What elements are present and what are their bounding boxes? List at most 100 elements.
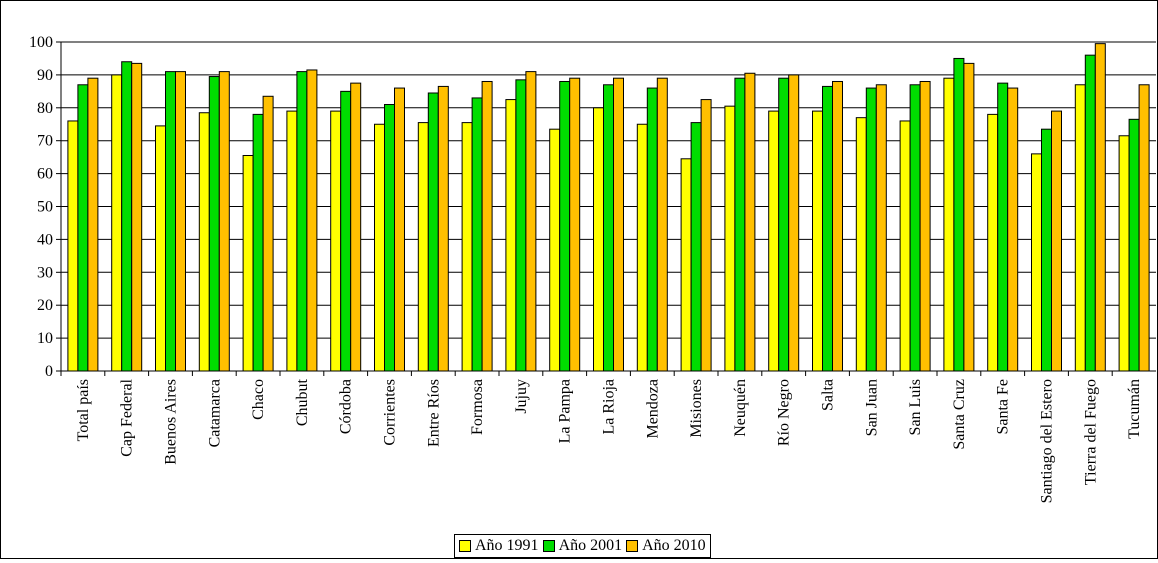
bar	[384, 104, 395, 372]
bar	[1007, 87, 1019, 372]
bar	[471, 97, 483, 372]
bar	[899, 120, 911, 372]
x-tick-label: Tucumán	[1126, 379, 1143, 439]
bar	[1128, 118, 1140, 372]
bar	[656, 77, 668, 372]
x-tick-label: Santiago del Estero	[1039, 379, 1056, 503]
x-tick-label: Córdoba	[338, 379, 355, 434]
legend-swatch	[542, 540, 555, 552]
bar	[252, 113, 264, 372]
bar	[690, 122, 702, 372]
bar	[77, 84, 89, 372]
bar	[865, 87, 877, 372]
y-tick-label: 30	[37, 264, 53, 281]
bar	[744, 72, 756, 372]
bar	[636, 123, 648, 372]
bar	[778, 77, 790, 372]
bar	[165, 71, 176, 372]
bar	[1084, 54, 1096, 372]
bar	[131, 62, 143, 372]
y-tick-label: 20	[37, 297, 53, 314]
bar	[1051, 110, 1062, 372]
bar	[569, 77, 581, 372]
x-tick-label: Chubut	[294, 378, 311, 426]
x-tick-label: Mendoza	[644, 379, 661, 439]
bar	[350, 82, 362, 372]
legend: Año 1991 Año 2001 Año 2010	[454, 534, 711, 558]
bar	[855, 117, 867, 372]
bar	[218, 71, 230, 372]
bar	[943, 77, 955, 372]
legend-swatch	[626, 540, 639, 552]
bar	[1041, 128, 1052, 372]
axes	[56, 41, 1156, 376]
bar	[953, 57, 965, 372]
bar	[1138, 84, 1150, 372]
bar	[613, 77, 624, 372]
x-tick-label: San Juan	[863, 379, 880, 436]
x-tick-label: Chaco	[250, 379, 267, 420]
bar	[593, 107, 604, 372]
bar	[87, 77, 99, 372]
bar	[963, 62, 975, 372]
bar	[427, 92, 439, 372]
y-tick-label: 80	[37, 100, 53, 117]
bar	[812, 110, 823, 372]
y-tick-label: 0	[45, 363, 53, 380]
bar	[330, 110, 342, 372]
y-tick-label: 10	[37, 330, 53, 347]
bar	[1074, 84, 1086, 372]
bar	[286, 110, 298, 372]
bar	[461, 122, 473, 372]
x-tick-label: Tierra del Fuego	[1082, 379, 1099, 485]
bar	[437, 85, 449, 372]
bar	[875, 84, 887, 372]
bar	[525, 71, 537, 372]
bar	[822, 85, 833, 372]
legend-label: Año 1991	[475, 537, 539, 554]
bar	[175, 71, 186, 372]
legend-item: Año 2010	[626, 537, 706, 555]
bar	[1118, 135, 1130, 372]
bar	[549, 128, 561, 372]
bar	[242, 155, 254, 372]
bar	[417, 122, 429, 372]
y-tick-label: 70	[37, 133, 53, 150]
legend-swatch	[459, 540, 471, 552]
bar	[111, 74, 123, 372]
bar	[603, 84, 614, 372]
bar	[394, 87, 405, 372]
y-tick-label: 100	[29, 34, 53, 51]
bar	[768, 110, 780, 372]
bar	[67, 120, 79, 372]
bar	[559, 80, 571, 372]
bar	[121, 61, 133, 372]
x-tick-label: Buenos Aires	[163, 379, 180, 465]
bar	[832, 80, 843, 372]
x-tick-label: Salta	[820, 379, 837, 411]
bar	[1031, 153, 1042, 372]
y-tick-label: 50	[37, 199, 53, 216]
bar	[700, 99, 712, 372]
bar	[374, 123, 385, 372]
bar	[724, 105, 736, 372]
x-tick-label: Entre Ríos	[425, 379, 442, 447]
x-tick-label: Cap Federal	[119, 378, 136, 456]
x-tick-label: Misiones	[688, 379, 705, 438]
legend-label: Año 2001	[558, 537, 623, 554]
x-tick-label: Santa Fe	[995, 379, 1012, 435]
legend-item: Año 1991	[459, 537, 539, 555]
bar	[481, 80, 493, 372]
bar	[296, 71, 308, 372]
x-tick-label: La Pampa	[557, 379, 574, 443]
bar	[788, 74, 800, 372]
x-tick-label: Río Negro	[776, 379, 793, 446]
y-tick-label: 90	[37, 67, 53, 84]
y-tick-labels: 0 10 20 30 40 50 60 70 80 90 100	[29, 34, 53, 380]
bar	[505, 99, 517, 372]
bar	[909, 84, 921, 372]
bar	[1094, 43, 1106, 372]
bar	[734, 77, 746, 372]
